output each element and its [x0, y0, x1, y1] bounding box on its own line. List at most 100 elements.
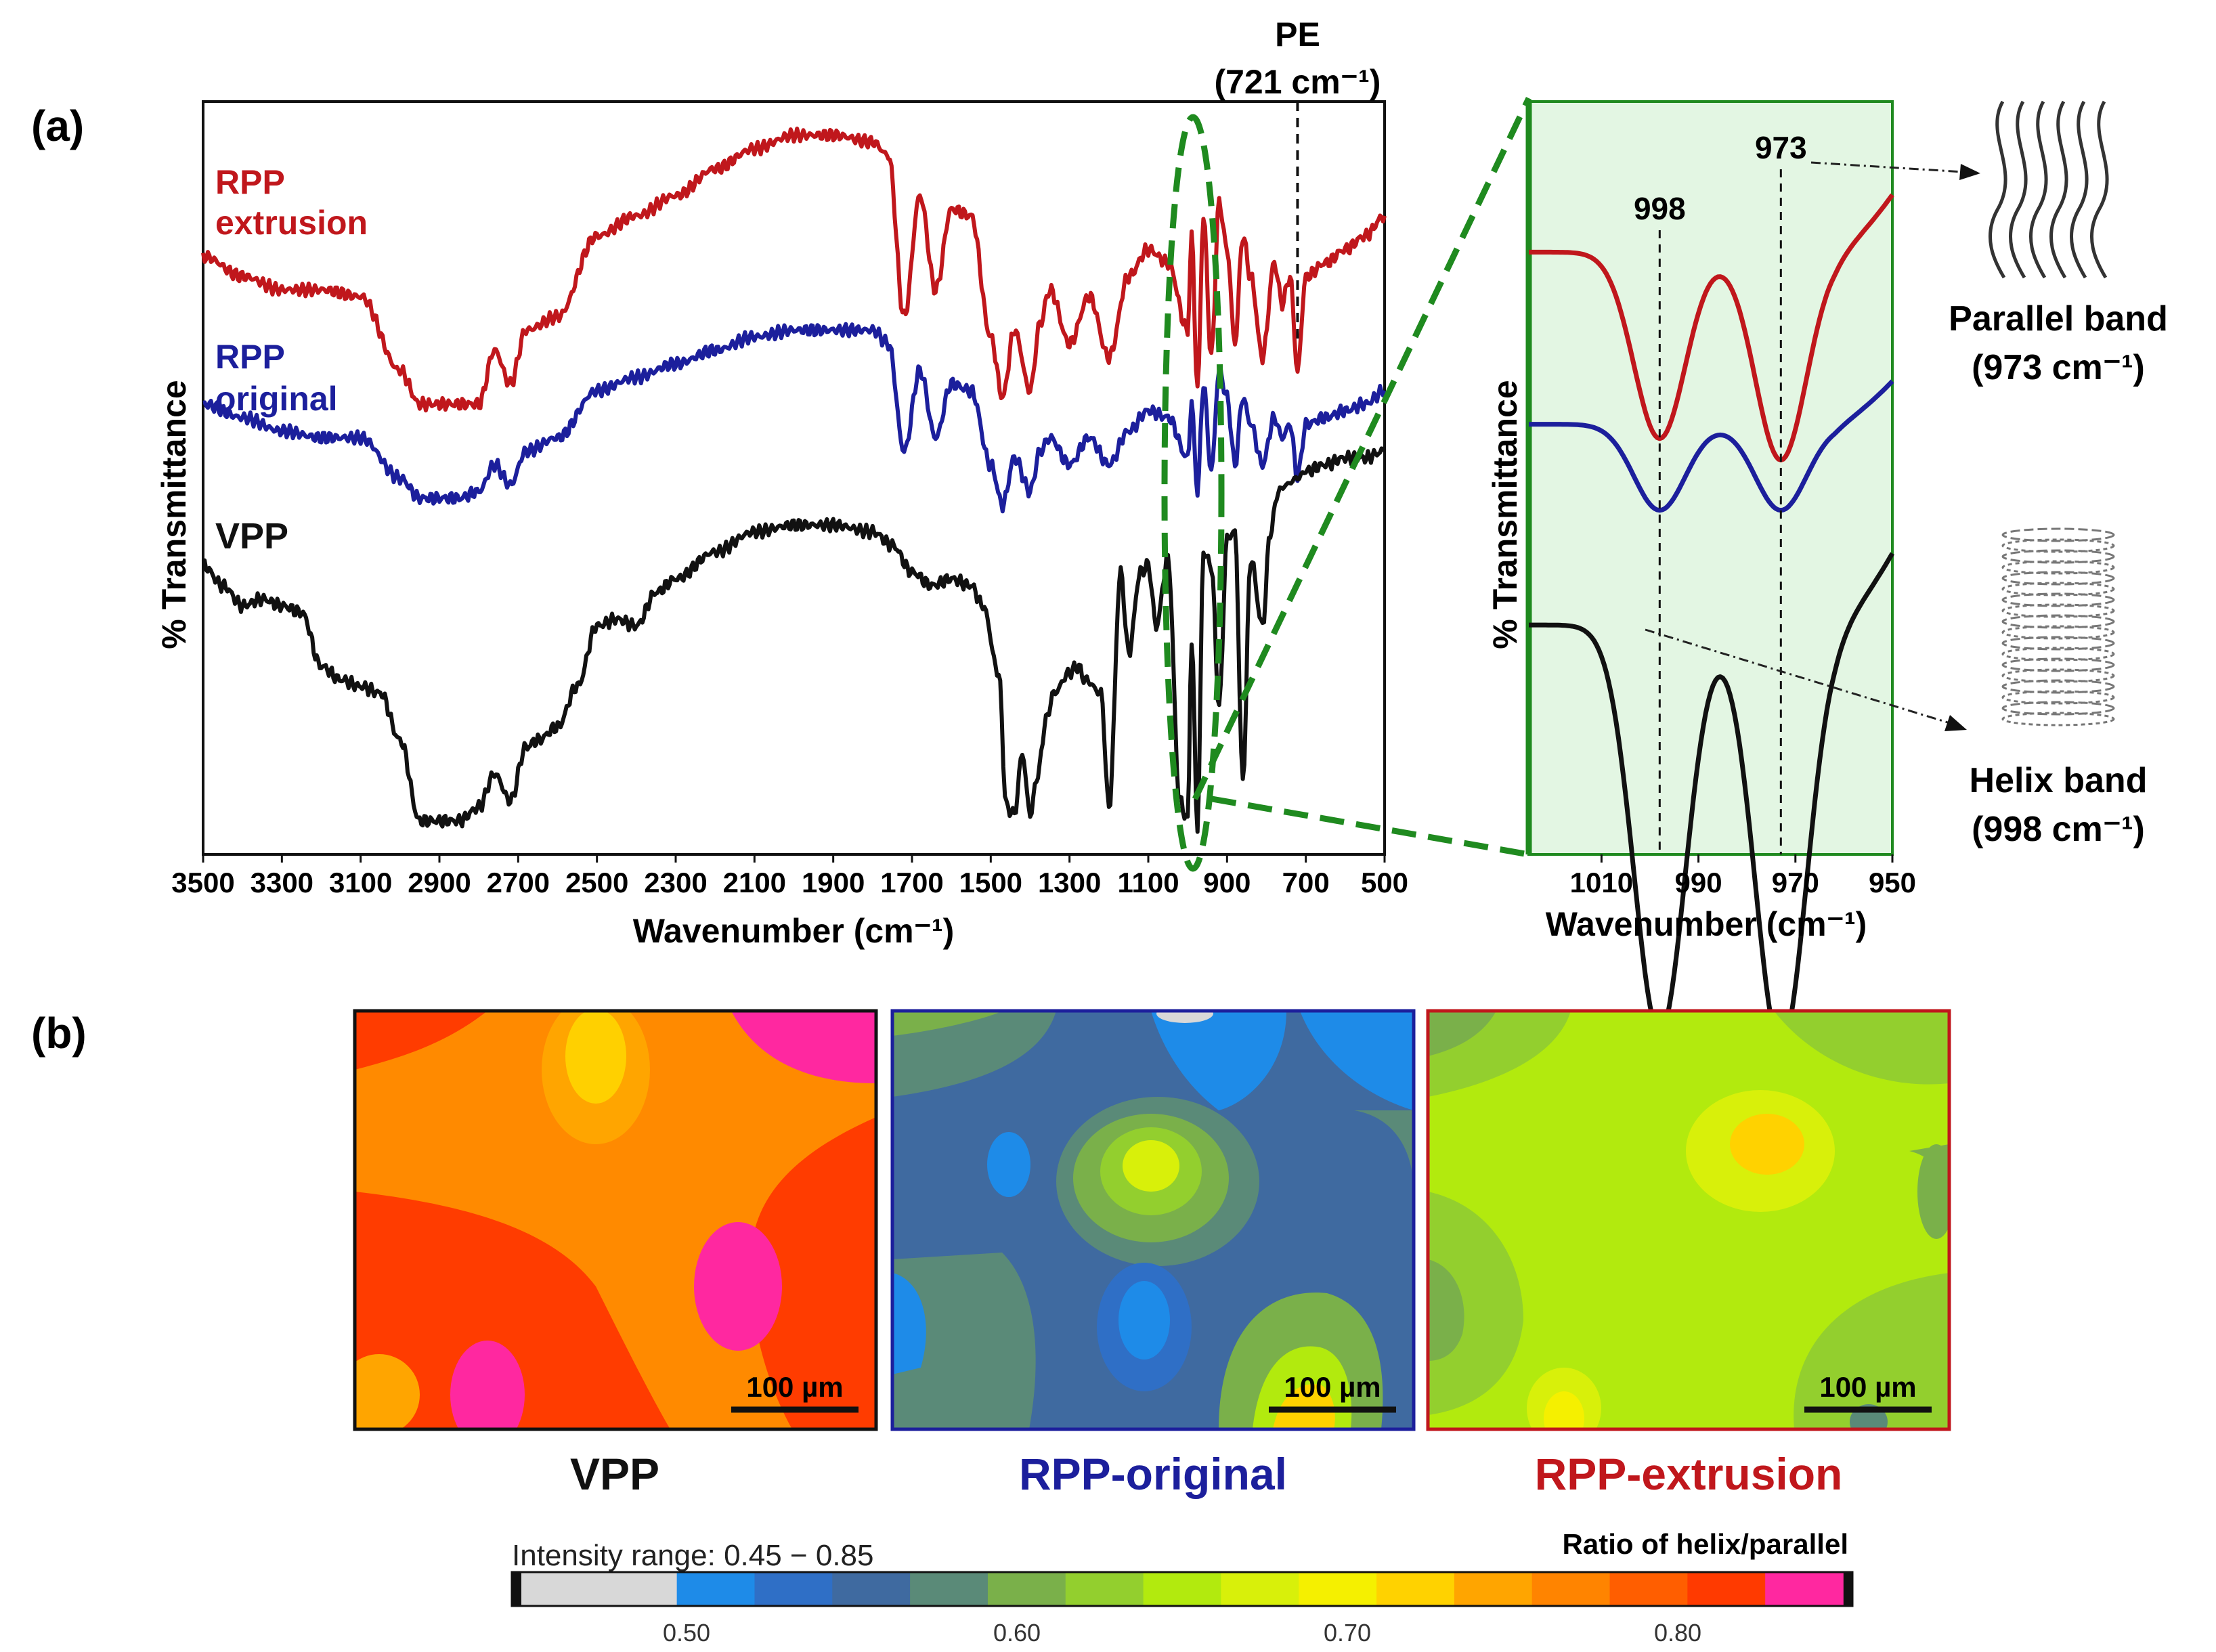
colorbar-cell	[1065, 1572, 1144, 1606]
ftir-main-plot: 3500 3300 3100 2900 2700 2500 2300 2100 1900 1700…	[155, 16, 1408, 950]
main-x-ticks: 3500 3300 3100 2900 2700 2500 2300 2100 1900 1700…	[171, 854, 1408, 898]
zoom-markers: 998 973	[1634, 130, 1807, 854]
main-x-tick-label: 1100	[1117, 867, 1179, 898]
main-x-tick-label: 1900	[802, 867, 865, 898]
pe-sublabel: (721 cm⁻¹)	[1214, 63, 1381, 101]
zoom-series-line-vpp	[1529, 552, 1895, 1051]
helix-coil-turn	[2001, 603, 2115, 618]
zoom-plot-frame	[1527, 100, 1894, 856]
main-x-tick-label: 1300	[1038, 867, 1101, 898]
parallel-pointer-line	[1810, 161, 1964, 173]
zoom-connector-upper	[1192, 97, 1532, 800]
main-x-tick-label: 2500	[565, 867, 628, 898]
helix-band-label: Helix band	[1970, 761, 2148, 800]
main-series-group	[201, 127, 1387, 834]
zoom-x-tick-label: 990	[1675, 867, 1722, 898]
map-rpp-original-title: RPP-original	[1019, 1449, 1287, 1499]
helix-coil-turn	[2001, 549, 2115, 564]
colorbar-cell	[1143, 1572, 1222, 1606]
map-vpp: 100 µm VPP	[353, 1009, 878, 1499]
zoom-x-tick-label: 1010	[1570, 867, 1633, 898]
helix-coil-turn	[2001, 538, 2115, 553]
series-label-rpp-original-1: RPP	[215, 338, 285, 376]
zoom-x-ticks: 1010 990 970 950	[1570, 854, 1916, 898]
colorbar-title: Ratio of helix/parallel	[1563, 1528, 1848, 1560]
zoom-series-line-rpp-original	[1529, 379, 1894, 513]
parallel-pointer-arrow-icon	[1959, 164, 1980, 180]
colorbar-tick-label: 0.80	[1654, 1619, 1701, 1647]
zoom-x-tick-label: 970	[1772, 867, 1819, 898]
helix-coil-turn	[2001, 625, 2115, 640]
parallel-schematic: Parallel band (973 cm⁻¹)	[1810, 100, 2168, 387]
series-line-rpp-extrusion	[201, 127, 1387, 413]
zoom-series-group	[1529, 193, 1895, 1051]
series-line-rpp-original	[202, 322, 1387, 514]
helix-coil-turn	[2001, 527, 2115, 542]
colorbar-cell	[599, 1572, 678, 1606]
main-x-tick-label: 1700	[880, 867, 943, 898]
main-x-tick-label: 3100	[329, 867, 392, 898]
helix-coil-turn	[2001, 701, 2115, 716]
ftir-zoom-plot: 998 973 1010 990 970 950 Wavenumber (cm⁻¹) %…	[1486, 100, 1916, 1051]
parallel-band-label: Parallel band	[1949, 299, 2168, 339]
helix-coil-turn	[2001, 560, 2115, 575]
colorbar-cell	[1531, 1572, 1611, 1606]
main-x-axis-label: Wavenumber (cm⁻¹)	[633, 912, 955, 950]
colorbar-frame	[510, 1571, 1854, 1607]
series-label-vpp: VPP	[215, 516, 288, 557]
colorbar-tick-label: 0.70	[1324, 1619, 1371, 1647]
zoom-y-axis-label: % Transmittance	[1486, 380, 1524, 649]
main-x-tick-label: 700	[1282, 867, 1330, 898]
colorbar-range-label: Intensity range: 0.45 − 0.85	[512, 1539, 874, 1572]
helix-coil-turn	[2001, 592, 2115, 607]
map-vpp-title: VPP	[570, 1449, 659, 1499]
map-rpp-extrusion: 100 µm RPP-extrusion	[1426, 1009, 1951, 1499]
helix-coil-turn	[2001, 571, 2115, 586]
map-rpp-extrusion-frame	[1426, 1009, 1951, 1431]
main-x-tick-label: 2300	[644, 867, 707, 898]
map-rpp-original-frame	[890, 1009, 1416, 1431]
colorbar-cell	[1765, 1572, 1844, 1606]
map-vpp-image	[355, 1011, 876, 1429]
main-x-tick-label: 2700	[487, 867, 550, 898]
helix-coil-turn	[2001, 614, 2115, 629]
colorbar-cell	[1609, 1572, 1689, 1606]
helix-pointer-line	[1645, 628, 1951, 724]
colorbar-tick-label: 0.60	[993, 1619, 1041, 1647]
main-x-tick-label: 1500	[959, 867, 1022, 898]
helix-coil-turn	[2001, 636, 2115, 651]
map-rpp-extrusion-image	[1428, 1011, 1949, 1429]
main-x-tick-label: 900	[1203, 867, 1251, 898]
main-x-tick-label: 3500	[171, 867, 234, 898]
zoom-connector	[1161, 97, 1532, 872]
map-rpp-extrusion-title: RPP-extrusion	[1535, 1449, 1843, 1499]
parallel-chains-icon	[1989, 100, 2109, 279]
colorbar-cell	[521, 1572, 600, 1606]
colorbar: Intensity range: 0.45 − 0.85 Ratio of he…	[510, 1528, 1854, 1647]
zoom-x-tick-label: 950	[1869, 867, 1916, 898]
helix-coil-turn	[2001, 657, 2115, 672]
helix-coil-turn	[2001, 668, 2115, 683]
colorbar-cell	[1299, 1572, 1377, 1606]
panel-label-a: (a)	[31, 102, 84, 150]
main-plot-frame	[202, 100, 1386, 856]
helix-coil-turn	[2001, 712, 2115, 726]
series-label-rpp-original-2: original	[215, 380, 338, 418]
helix-coil-turn	[2001, 582, 2115, 596]
colorbar-cell	[676, 1572, 756, 1606]
series-label-rpp-extrusion-2: extrusion	[215, 204, 368, 242]
helix-coil-turn	[2001, 690, 2115, 705]
colorbar-cell	[754, 1572, 833, 1606]
colorbar-cell	[987, 1572, 1066, 1606]
map-rpp-original: 100 µm RPP-original	[890, 1009, 1416, 1499]
main-y-axis-label: % Transmittance	[155, 380, 193, 649]
colorbar-cell	[910, 1572, 988, 1606]
map-vpp-scale-label: 100 µm	[746, 1371, 843, 1403]
map-rpp-original-scale-label: 100 µm	[1284, 1371, 1381, 1403]
zoom-marker-label-973: 973	[1755, 130, 1807, 165]
map-vpp-frame	[353, 1009, 878, 1431]
colorbar-underflow-cell	[512, 1572, 521, 1606]
zoom-marker-label-998: 998	[1634, 191, 1686, 226]
helix-schematic: Helix band (998 cm⁻¹)	[1645, 527, 2148, 849]
colorbar-cell	[1454, 1572, 1533, 1606]
